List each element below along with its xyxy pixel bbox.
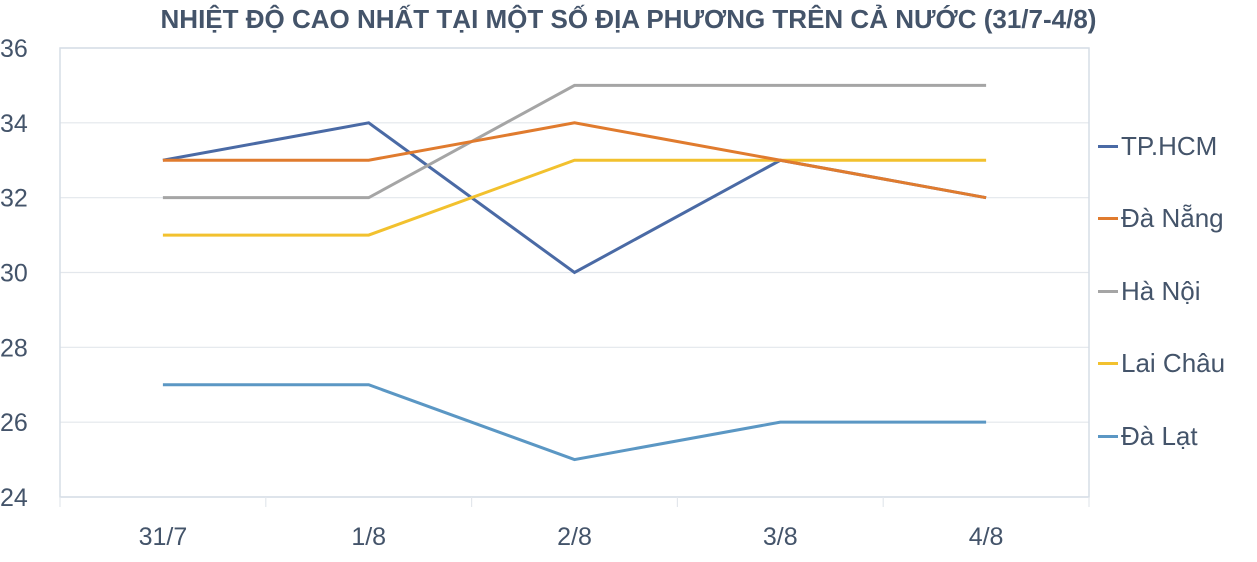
y-tick-label: 30 — [0, 260, 28, 288]
series-line--n-ng — [162, 121, 987, 200]
legend-label: Đà Lạt — [1121, 420, 1198, 451]
series-lines — [162, 83, 987, 462]
legend-line-icon — [1098, 434, 1118, 438]
series-line-h-n-i — [162, 83, 987, 200]
legend-item: Đà Lạt — [1098, 400, 1225, 473]
legend-label: TP.HCM — [1121, 130, 1218, 161]
chart-legend: TP.HCM Đà Nẵng Hà Nội Lai Châu Đà Lạt — [1098, 110, 1225, 473]
y-tick-label: 24 — [0, 484, 28, 512]
chart-title: NHIỆT ĐỘ CAO NHẤT TẠI MỘT SỐ ĐỊA PHƯƠNG … — [160, 4, 1097, 34]
legend-item: Đà Nẵng — [1098, 183, 1225, 256]
y-tick-label: 26 — [0, 409, 28, 437]
legend-line-icon — [1098, 217, 1118, 221]
legend-line-icon — [1098, 362, 1118, 366]
y-tick-label: 34 — [0, 110, 28, 138]
legend-label: Lai Châu — [1121, 348, 1226, 379]
x-tick-label: 3/8 — [763, 523, 798, 551]
x-axis-ticks — [59, 497, 1090, 507]
x-tick-label: 31/7 — [139, 523, 188, 551]
x-tick-label: 2/8 — [557, 523, 592, 551]
legend-label: Đà Nẵng — [1121, 203, 1224, 234]
legend-label: Hà Nội — [1121, 275, 1201, 306]
x-axis-labels: 31/7 1/8 2/8 3/8 4/8 — [139, 523, 1004, 551]
series-line--l-t — [162, 383, 987, 462]
legend-item: Lai Châu — [1098, 328, 1225, 401]
series-line-lai-ch-u — [162, 158, 987, 237]
y-tick-label: 36 — [0, 35, 28, 63]
y-tick-label: 28 — [0, 334, 28, 362]
plot-area-border — [59, 47, 1090, 498]
legend-line-icon — [1098, 289, 1118, 293]
legend-item: TP.HCM — [1098, 110, 1225, 183]
y-tick-label: 32 — [0, 185, 28, 213]
x-tick-label: 4/8 — [969, 523, 1004, 551]
y-axis-labels: 24 26 28 30 32 34 36 — [0, 35, 28, 512]
legend-line-icon — [1098, 144, 1118, 148]
legend-item: Hà Nội — [1098, 255, 1225, 328]
x-tick-label: 1/8 — [351, 523, 386, 551]
